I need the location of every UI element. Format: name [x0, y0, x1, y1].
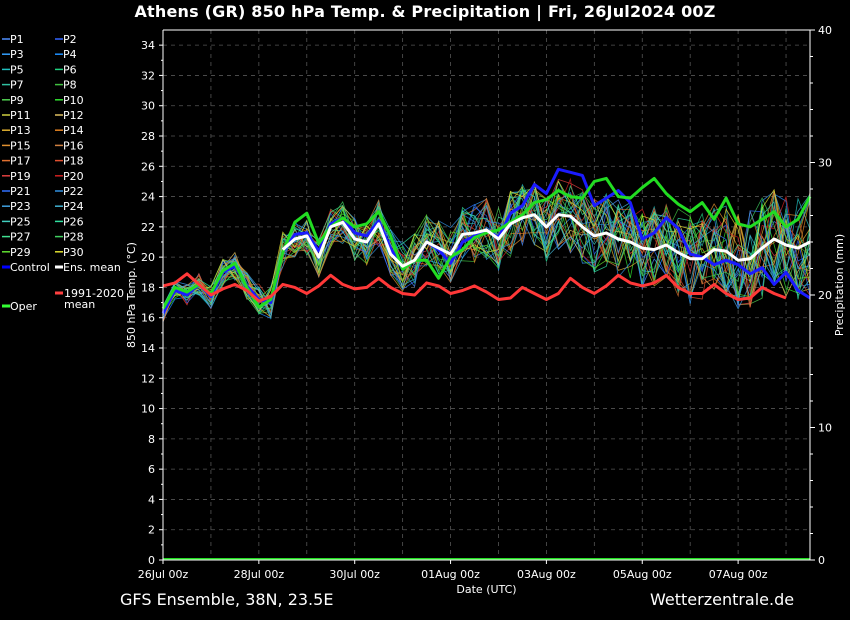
legend-label: P17	[10, 155, 31, 168]
legend-label: P27	[10, 231, 31, 244]
legend-label: 1991-2020	[64, 287, 124, 300]
member-line-p23	[162, 198, 811, 319]
legend-label: P24	[63, 200, 84, 213]
y-tick-label: 14	[141, 342, 155, 355]
y2-tick-label: 20	[818, 289, 832, 302]
legend-label: P18	[63, 155, 84, 168]
y-tick-label: 22	[141, 221, 155, 234]
legend-label: Control	[10, 261, 50, 274]
y2-axis-label: Precipitation (mm)	[833, 234, 846, 336]
legend-label: mean	[64, 298, 95, 311]
legend-label: P3	[10, 48, 24, 61]
legend-label: P23	[10, 200, 31, 213]
y2-tick-label: 0	[818, 554, 825, 567]
member-line-p27	[162, 184, 811, 310]
x-tick-label: 01Aug 00z	[421, 568, 480, 581]
footer-site-label: Wetterzentrale.de	[650, 590, 795, 609]
legend-label: P19	[10, 170, 31, 183]
legend-label: P20	[63, 170, 84, 183]
x-tick-label: 26Jul 00z	[138, 568, 189, 581]
series-line-oper	[161, 176, 812, 310]
legend-label: P2	[63, 33, 77, 46]
legend-label: P13	[10, 124, 31, 137]
y-tick-label: 32	[141, 69, 155, 82]
legend: P1 P2 P3 P4 P5 P6 P7 P8 P9 P10 P11 P12 P13 P14 P15 P16 P…	[2, 33, 124, 313]
legend-label: Ens. mean	[63, 261, 121, 274]
y-tick-label: 28	[141, 130, 155, 143]
y-tick-label: 2	[148, 524, 155, 537]
legend-label: P30	[63, 246, 84, 259]
main-series	[161, 167, 812, 560]
y-tick-label: 34	[141, 39, 155, 52]
y-tick-label: 26	[141, 160, 155, 173]
y2-tick-label: 10	[818, 422, 832, 435]
legend-label: P4	[63, 48, 77, 61]
y-tick-label: 4	[148, 493, 155, 506]
member-line-p29	[162, 190, 811, 311]
legend-label: P8	[63, 79, 77, 92]
legend-label: P25	[10, 215, 31, 228]
legend-label: P1	[10, 33, 24, 46]
footer-model-label: GFS Ensemble, 38N, 23.5E	[120, 590, 334, 609]
member-line-p30	[162, 180, 811, 313]
y-tick-label: 8	[148, 433, 155, 446]
legend-label: P6	[63, 63, 77, 76]
x-tick-label: 07Aug 00z	[709, 568, 768, 581]
y-tick-label: 6	[148, 463, 155, 476]
y2-tick-label: 30	[818, 157, 832, 170]
legend-label: P7	[10, 79, 24, 92]
legend-label: P9	[10, 94, 24, 107]
y2-tick-label: 40	[818, 24, 832, 37]
y-tick-label: 24	[141, 191, 155, 204]
x-tick-label: 03Aug 00z	[517, 568, 576, 581]
y-tick-label: 12	[141, 372, 155, 385]
legend-label: P16	[63, 139, 84, 152]
legend-label: P28	[63, 231, 84, 244]
member-line-p24	[162, 181, 811, 316]
legend-label: P21	[10, 185, 31, 198]
y-tick-label: 0	[148, 554, 155, 567]
y-tick-label: 18	[141, 281, 155, 294]
axes: 0246810121416182022242628303234010203040…	[125, 24, 846, 596]
x-tick-label: 05Aug 00z	[613, 568, 672, 581]
legend-label: P15	[10, 139, 31, 152]
series-line-1991-2020-mean	[162, 272, 787, 303]
x-tick-label: 30Jul 00z	[329, 568, 380, 581]
y-tick-label: 10	[141, 403, 155, 416]
legend-label: P29	[10, 246, 31, 259]
x-axis-label: Date (UTC)	[456, 583, 516, 596]
legend-label: P12	[63, 109, 84, 122]
x-tick-label: 28Jul 00z	[234, 568, 285, 581]
y-axis-label: 850 hPa Temp. (°C)	[125, 242, 138, 348]
legend-label: Oper	[10, 300, 37, 313]
y-tick-label: 30	[141, 100, 155, 113]
legend-label: P11	[10, 109, 31, 122]
page-title: Athens (GR) 850 hPa Temp. & Precipitatio…	[134, 2, 716, 21]
series-line-ens-mean	[281, 213, 811, 268]
legend-label: P26	[63, 215, 84, 228]
legend-label: P10	[63, 94, 84, 107]
y-tick-label: 16	[141, 312, 155, 325]
y-tick-label: 20	[141, 251, 155, 264]
legend-label: P22	[63, 185, 84, 198]
legend-label: P14	[63, 124, 84, 137]
legend-label: P5	[10, 63, 24, 76]
